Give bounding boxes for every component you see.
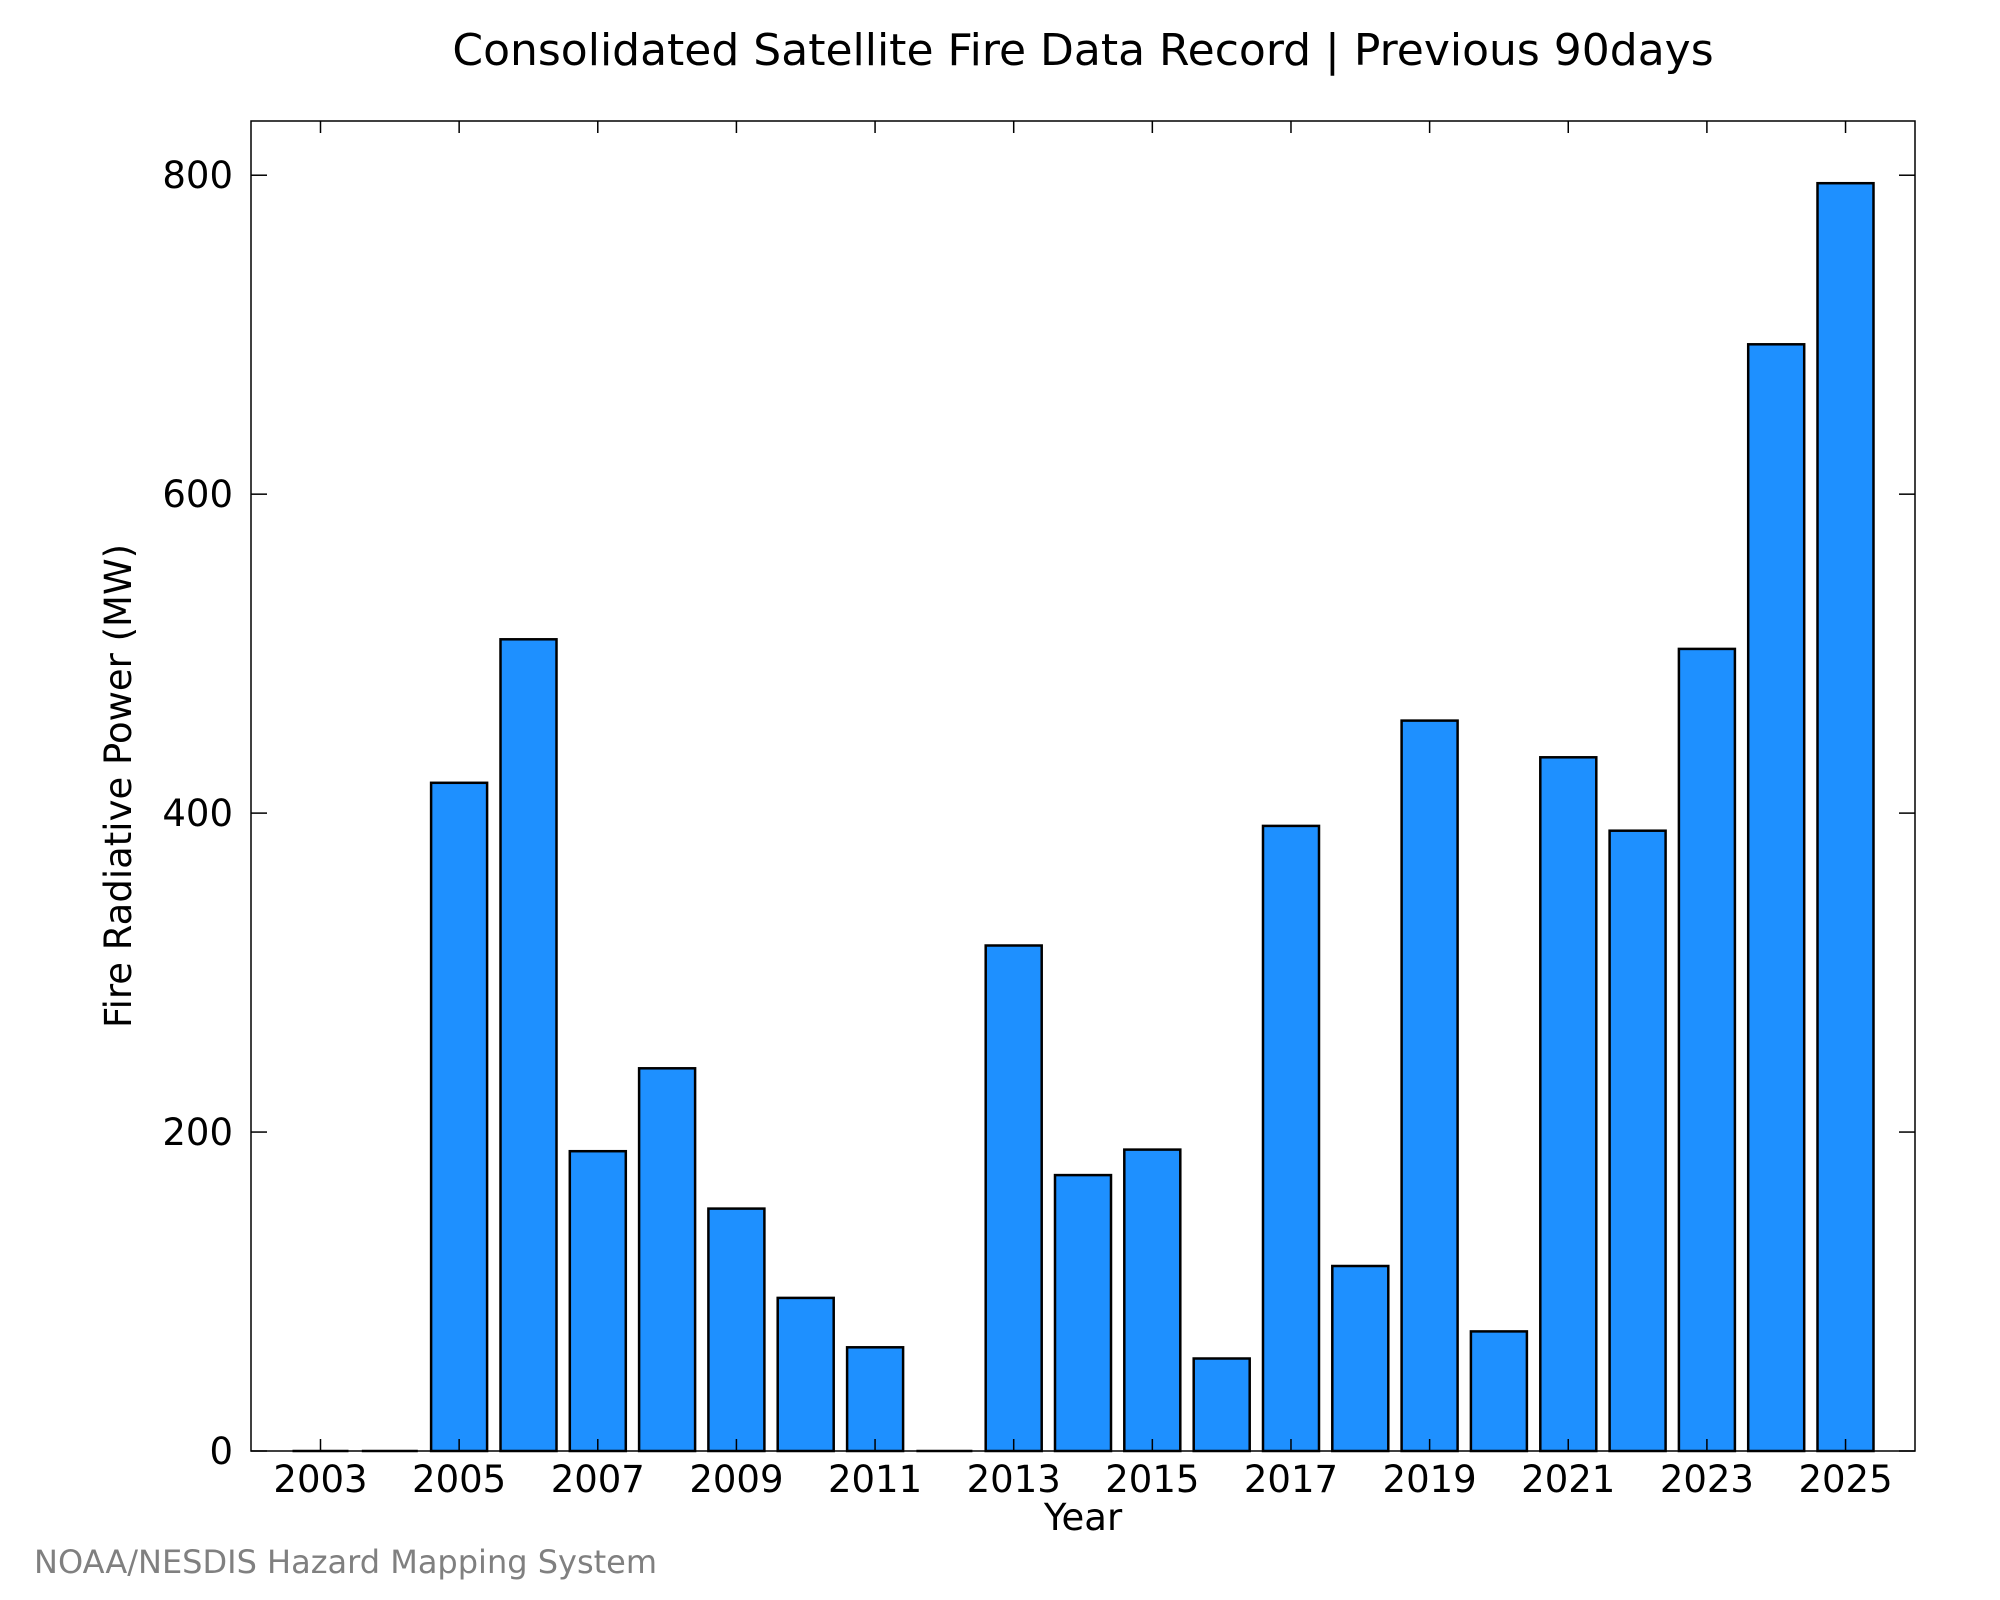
bar-2017 xyxy=(1261,824,1321,1453)
bar-2022 xyxy=(1608,829,1667,1453)
x-tick-label-2017: 2017 xyxy=(1244,1458,1338,1501)
y-axis-label: Fire Radiative Power (MW) xyxy=(97,544,140,1028)
footer-credit: NOAA/NESDIS Hazard Mapping System xyxy=(34,1543,657,1581)
x-tick-label-2005: 2005 xyxy=(412,1458,506,1501)
plot-frame xyxy=(250,120,1916,1452)
y-tick-label-800: 800 xyxy=(162,154,233,197)
chart-title: Consolidated Satellite Fire Data Record … xyxy=(452,25,1713,76)
x-tick-label-2007: 2007 xyxy=(551,1458,645,1501)
y-ticks-group: 0 200 400 600 800 xyxy=(162,154,1915,1473)
y-tick-label-200: 200 xyxy=(162,1111,233,1154)
y-tick-label-600: 600 xyxy=(162,473,233,516)
bar-2010 xyxy=(776,1296,835,1453)
bar-2020 xyxy=(1469,1330,1529,1453)
x-tick-label-2009: 2009 xyxy=(689,1458,783,1501)
x-tick-label-2023: 2023 xyxy=(1660,1458,1754,1501)
bar-2015 xyxy=(1123,1148,1182,1453)
x-tick-label-2003: 2003 xyxy=(273,1458,367,1501)
bar-2016 xyxy=(1192,1357,1251,1453)
y-tick-label-0: 0 xyxy=(209,1430,233,1473)
bar-2008 xyxy=(637,1067,697,1453)
bar-2007 xyxy=(568,1149,628,1453)
x-tick-label-2015: 2015 xyxy=(1105,1458,1199,1501)
bar-2014 xyxy=(1053,1173,1113,1453)
bar-2006 xyxy=(499,638,558,1453)
bar-2024 xyxy=(1746,343,1806,1453)
bar-2011 xyxy=(845,1346,905,1453)
bars-group xyxy=(292,181,1875,1453)
bar-2005 xyxy=(429,781,489,1453)
x-tick-label-2019: 2019 xyxy=(1383,1458,1477,1501)
bar-2025 xyxy=(1816,181,1875,1453)
bar-2018 xyxy=(1331,1264,1390,1453)
bar-2009 xyxy=(707,1207,766,1453)
bar-2019 xyxy=(1400,719,1459,1453)
bar-2013 xyxy=(984,944,1043,1453)
x-tick-label-2025: 2025 xyxy=(1798,1458,1892,1501)
x-tick-label-2013: 2013 xyxy=(967,1458,1061,1501)
x-axis-label: Year xyxy=(1043,1496,1123,1539)
x-tick-label-2011: 2011 xyxy=(828,1458,922,1501)
x-tick-label-2021: 2021 xyxy=(1521,1458,1615,1501)
bar-2023 xyxy=(1677,647,1737,1453)
bar-2021 xyxy=(1539,756,1598,1453)
y-tick-label-400: 400 xyxy=(162,792,233,835)
x-ticks-group: 2003 2005 2007 2009 2011 2013 2015 2017 2019 2021… xyxy=(273,121,1893,1501)
